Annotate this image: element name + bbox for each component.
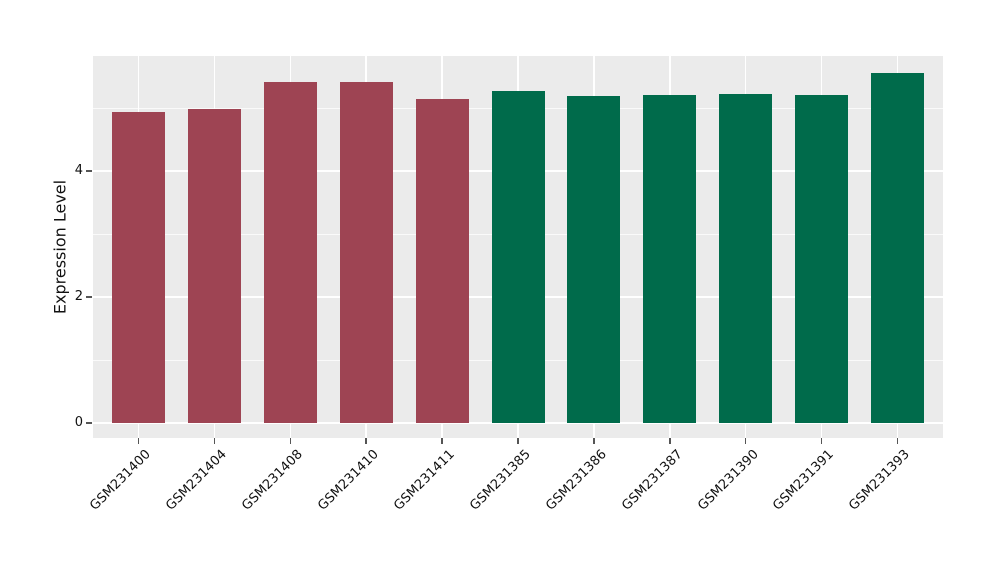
bar-GSM231400 <box>112 111 166 423</box>
x-tick-label: GSM231400 <box>87 447 155 514</box>
y-tick-label: 2 <box>74 289 83 304</box>
x-tick-mark <box>289 438 292 444</box>
y-tick-label: 0 <box>74 415 83 430</box>
x-tick-label: GSM231387 <box>618 447 686 514</box>
bar-GSM231411 <box>415 99 469 423</box>
y-tick-mark <box>86 296 92 298</box>
x-tick-mark <box>744 438 747 444</box>
x-tick-label: GSM231411 <box>391 447 458 514</box>
x-tick-label: GSM231393 <box>846 447 914 514</box>
x-tick-label: GSM231404 <box>163 447 231 514</box>
y-tick-mark <box>86 170 92 172</box>
bar-GSM231386 <box>567 96 621 423</box>
x-tick-label: GSM231385 <box>467 447 534 514</box>
x-tick-mark <box>365 438 367 444</box>
x-tick-label: GSM231391 <box>770 447 838 514</box>
bar-GSM231408 <box>263 81 317 423</box>
y-tick-mark <box>86 422 92 424</box>
bar-GSM231391 <box>795 94 849 423</box>
x-tick-mark <box>137 438 140 444</box>
x-tick-label: GSM231408 <box>239 447 306 514</box>
bar-GSM231385 <box>491 90 545 423</box>
x-tick-label: GSM231410 <box>315 447 382 514</box>
bar-GSM231410 <box>339 81 393 423</box>
x-tick-mark <box>213 438 216 444</box>
x-tick-mark <box>593 438 595 444</box>
x-tick-mark <box>896 438 899 444</box>
bar-GSM231387 <box>643 94 697 423</box>
plot-panel <box>93 56 943 438</box>
y-tick-label: 4 <box>74 163 83 178</box>
bar-GSM231404 <box>187 109 241 423</box>
x-tick-mark <box>669 438 671 444</box>
major-gridline <box>93 422 943 424</box>
bar-GSM231390 <box>719 94 773 423</box>
x-tick-mark <box>441 438 443 444</box>
x-tick-label: GSM231390 <box>694 447 762 514</box>
x-tick-mark <box>820 438 823 444</box>
x-tick-mark <box>517 438 519 444</box>
bar-GSM231393 <box>870 73 924 423</box>
x-tick-label: GSM231386 <box>542 447 610 514</box>
